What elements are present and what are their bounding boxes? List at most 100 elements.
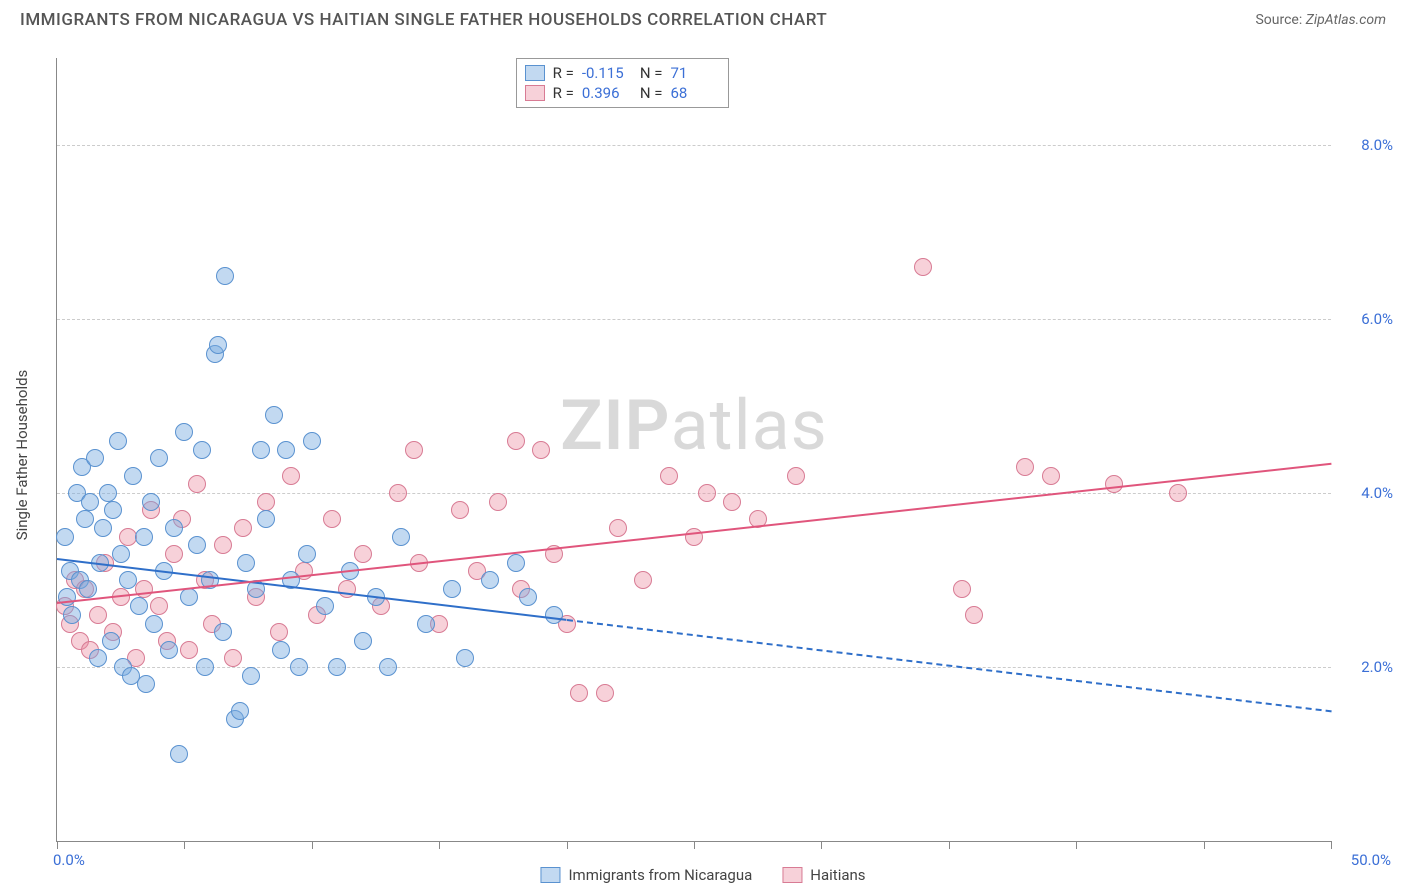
x-tick [1331,841,1332,849]
scatter-point-series1 [142,493,160,511]
scatter-point-series1 [252,441,270,459]
n-value-1: 71 [670,64,720,82]
grid-line [57,493,1331,494]
scatter-point-series2 [1016,458,1034,476]
scatter-point-series1 [58,588,76,606]
x-tick [312,841,313,849]
scatter-point-series1 [242,667,260,685]
n-value-2: 68 [670,84,720,102]
scatter-point-series1 [316,597,334,615]
scatter-point-series2 [596,684,614,702]
trend-line-series1-extrap [566,619,1331,712]
x-tick [1076,841,1077,849]
scatter-point-series1 [89,649,107,667]
scatter-point-series1 [119,571,137,589]
scatter-point-series2 [723,493,741,511]
x-tick [821,841,822,849]
scatter-point-series1 [165,519,183,537]
scatter-point-series2 [698,484,716,502]
scatter-point-series1 [214,623,232,641]
chart-title: IMMIGRANTS FROM NICARAGUA VS HAITIAN SIN… [20,10,827,30]
grid-line [57,319,1331,320]
source-label: Source: [1255,12,1302,28]
scatter-point-series1 [328,658,346,676]
scatter-point-series2 [214,536,232,554]
scatter-point-series1 [196,658,214,676]
scatter-point-series1 [130,597,148,615]
scatter-point-series2 [570,684,588,702]
scatter-point-series1 [145,615,163,633]
scatter-point-series1 [456,649,474,667]
scatter-point-series1 [417,615,435,633]
swatch-series1 [540,867,560,883]
x-tick [57,841,58,849]
x-tick [1204,841,1205,849]
r-label: R = [553,84,574,102]
scatter-point-series1 [545,606,563,624]
source-attribution: Source: ZipAtlas.com [1255,12,1386,28]
scatter-point-series1 [81,493,99,511]
scatter-point-series2 [180,641,198,659]
scatter-point-series2 [953,580,971,598]
x-tick [184,841,185,849]
scatter-point-series2 [282,467,300,485]
scatter-point-series2 [89,606,107,624]
scatter-point-series2 [150,597,168,615]
x-tick [567,841,568,849]
scatter-point-series1 [481,571,499,589]
scatter-point-series2 [965,606,983,624]
r-label: R = [553,64,574,82]
scatter-point-series2 [1042,467,1060,485]
scatter-point-series2 [489,493,507,511]
scatter-point-series2 [787,467,805,485]
scatter-point-series1 [102,632,120,650]
scatter-point-series2 [914,258,932,276]
scatter-point-series2 [1105,475,1123,493]
scatter-point-series2 [188,475,206,493]
scatter-point-series1 [170,745,188,763]
scatter-point-series2 [660,467,678,485]
scatter-point-series1 [112,545,130,563]
scatter-point-series1 [63,606,81,624]
scatter-point-series1 [135,528,153,546]
r-value-2: 0.396 [582,84,632,102]
scatter-point-series1 [76,510,94,528]
x-tick [949,841,950,849]
scatter-point-series2 [234,519,252,537]
scatter-point-series1 [188,536,206,554]
swatch-series2 [525,85,545,101]
scatter-point-series1 [257,510,275,528]
scatter-point-series2 [389,484,407,502]
scatter-point-series1 [104,501,122,519]
scatter-point-series1 [507,554,525,572]
scatter-point-series1 [303,432,321,450]
scatter-point-series2 [685,528,703,546]
x-tick [694,841,695,849]
scatter-point-series1 [290,658,308,676]
legend-label-1: Immigrants from Nicaragua [568,866,752,884]
scatter-point-series2 [354,545,372,563]
scatter-point-series1 [99,484,117,502]
scatter-point-series1 [56,528,74,546]
scatter-point-series2 [451,501,469,519]
scatter-point-series2 [532,441,550,459]
bottom-legend: Immigrants from Nicaragua Haitians [540,866,865,884]
scatter-point-series1 [109,432,127,450]
grid-line [57,145,1331,146]
scatter-point-series1 [519,588,537,606]
scatter-point-series1 [137,675,155,693]
y-tick-label: 8.0% [1338,136,1393,154]
scatter-point-series1 [216,267,234,285]
scatter-point-series1 [272,641,290,659]
scatter-point-series1 [298,545,316,563]
scatter-point-series1 [392,528,410,546]
legend-item-series2: Haitians [782,866,865,884]
y-tick-label: 6.0% [1338,310,1393,328]
scatter-point-series1 [160,641,178,659]
legend-item-series1: Immigrants from Nicaragua [540,866,752,884]
stats-row-series1: R = -0.115 N = 71 [525,63,721,83]
y-tick-label: 2.0% [1338,658,1393,676]
scatter-point-series1 [209,336,227,354]
scatter-point-series2 [609,519,627,537]
scatter-point-series2 [405,441,423,459]
